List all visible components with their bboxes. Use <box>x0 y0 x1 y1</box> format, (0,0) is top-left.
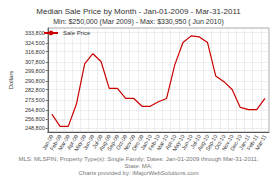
svg-text:333,800: 333,800 <box>25 30 45 36</box>
svg-text:316,800: 316,800 <box>25 49 45 55</box>
svg-text:Charts provided by: iMajorWebS: Charts provided by: iMajorWebSolutions.c… <box>79 170 199 176</box>
svg-text:Min: $250,000 (Mar 2009) - Max: Min: $250,000 (Mar 2009) - Max: $330,950… <box>53 18 223 26</box>
svg-text:Jul-10: Jul-10 <box>189 133 202 150</box>
svg-text:Jun-10: Jun-10 <box>180 133 194 151</box>
svg-text:Aug-09: Aug-09 <box>97 133 112 152</box>
svg-text:Nov-10: Nov-10 <box>220 133 235 152</box>
svg-text:May-09: May-09 <box>72 133 88 153</box>
svg-text:Sale Price: Sale Price <box>63 30 91 36</box>
svg-text:Feb-10: Feb-10 <box>147 133 161 152</box>
svg-text:Jul-09: Jul-09 <box>91 133 104 150</box>
svg-text:May-10: May-10 <box>171 133 186 153</box>
svg-text:Oct-09: Oct-09 <box>114 133 129 151</box>
svg-text:Apr-09: Apr-09 <box>65 133 80 151</box>
svg-text:Dec-09: Dec-09 <box>130 133 145 152</box>
svg-text:324,500: 324,500 <box>25 40 45 46</box>
svg-text:248,800: 248,800 <box>25 125 45 131</box>
svg-text:Sep-09: Sep-09 <box>106 133 120 152</box>
svg-text:Mar-10: Mar-10 <box>155 133 170 152</box>
svg-text:Feb-11: Feb-11 <box>245 133 260 152</box>
svg-text:290,800: 290,800 <box>25 78 45 84</box>
svg-text:Sep-10: Sep-10 <box>204 133 219 152</box>
svg-text:Mar-11: Mar-11 <box>254 133 268 151</box>
svg-text:MLS: MLSPIN; Property Type(s):: MLS: MLSPIN; Property Type(s): Single Fa… <box>18 156 259 162</box>
svg-text:307,800: 307,800 <box>25 59 45 65</box>
svg-text:Apr-10: Apr-10 <box>163 133 178 151</box>
svg-text:Mar-09: Mar-09 <box>57 133 71 152</box>
svg-text:Jan-10: Jan-10 <box>139 133 153 151</box>
svg-text:273,500: 273,500 <box>25 97 45 103</box>
svg-text:Median Sale Price by Month - J: Median Sale Price by Month - Jan-01-2009… <box>36 7 241 16</box>
svg-text:Aug-10: Aug-10 <box>196 133 211 152</box>
svg-text:Nov-09: Nov-09 <box>122 133 137 152</box>
svg-text:282,800: 282,800 <box>25 87 45 93</box>
svg-text:256,800: 256,800 <box>25 116 45 122</box>
svg-text:Jan-11: Jan-11 <box>237 133 252 151</box>
svg-text:Feb-09: Feb-09 <box>48 133 63 152</box>
svg-text:Oct-10: Oct-10 <box>213 133 227 151</box>
svg-text:264,800: 264,800 <box>25 107 45 113</box>
svg-text:Jan-09: Jan-09 <box>40 133 55 151</box>
svg-text:Dollars: Dollars <box>8 71 14 90</box>
svg-text:Dec-10: Dec-10 <box>228 133 243 152</box>
svg-text:Jun-09: Jun-09 <box>81 133 96 151</box>
svg-text:299,800: 299,800 <box>25 68 45 74</box>
svg-text:State: MA;: State: MA; <box>124 163 152 169</box>
